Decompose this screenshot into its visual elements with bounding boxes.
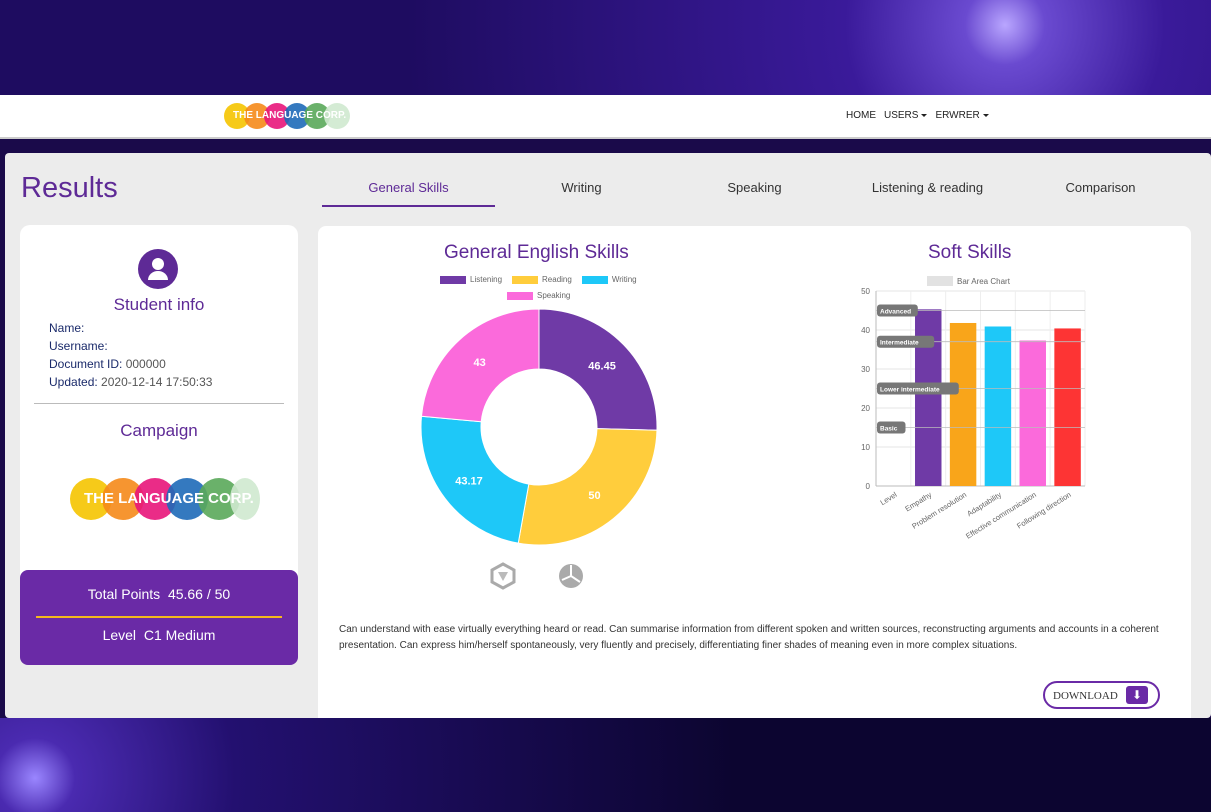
y-tick-label: 50 bbox=[861, 287, 870, 296]
level-badge bbox=[877, 421, 906, 434]
caret-down-icon bbox=[921, 113, 928, 117]
campaign-title: Campaign bbox=[120, 421, 198, 440]
y-tick-label: 30 bbox=[861, 365, 870, 374]
caret-down-icon bbox=[982, 113, 989, 117]
legend-swatch bbox=[927, 276, 953, 286]
legend-swatch bbox=[440, 275, 466, 284]
campaign-logo: THE LANGUAGE CORP. bbox=[70, 477, 260, 521]
donut-slice-writing[interactable] bbox=[420, 415, 530, 544]
x-tick-label: Empathy bbox=[903, 490, 933, 513]
y-tick-label: 20 bbox=[861, 404, 870, 413]
results-panel: General English Skills Listening Reading… bbox=[318, 226, 1191, 718]
docid-value: 000000 bbox=[125, 357, 166, 371]
view-3d-icon[interactable] bbox=[489, 562, 517, 590]
donut-data-label: 43 bbox=[474, 357, 486, 369]
bar-adaptability[interactable] bbox=[984, 326, 1012, 486]
name-label: Name: bbox=[49, 321, 85, 335]
download-icon: ⬇ bbox=[1126, 686, 1148, 704]
tab-bar: General Skills Writing Speaking Listenin… bbox=[322, 180, 1187, 207]
level-badge bbox=[877, 382, 959, 395]
level-label: Level bbox=[102, 627, 137, 643]
total-points-label: Total Points bbox=[87, 586, 161, 602]
brand-logo[interactable]: THE LANGUAGE CORP. bbox=[224, 102, 350, 130]
campaign-logo-text: THE LANGUAGE CORP. bbox=[84, 490, 254, 507]
nav-erwrer[interactable]: ERWRER bbox=[935, 110, 989, 121]
donut-legend: Listening Reading Writing bbox=[440, 275, 637, 284]
tab-comparison[interactable]: Comparison bbox=[1065, 180, 1136, 195]
download-label: DOWNLOAD bbox=[1053, 690, 1118, 702]
bar-legend: Bar Area Chart bbox=[927, 276, 1010, 286]
donut-slice-speaking[interactable] bbox=[420, 308, 540, 423]
total-points-value: 45.66 / 50 bbox=[167, 586, 231, 602]
donut-chart: 46.45 50 43.17 43 bbox=[420, 308, 658, 546]
donut-data-label: 43.17 bbox=[455, 475, 483, 487]
soft-skills-title: Soft Skills bbox=[928, 242, 1012, 263]
donut-slice-reading[interactable] bbox=[517, 428, 658, 546]
tab-speaking[interactable]: Speaking bbox=[727, 180, 782, 195]
page-title: Results bbox=[21, 172, 118, 204]
level-value: C1 Medium bbox=[143, 627, 216, 643]
donut-data-label: 46.45 bbox=[588, 361, 616, 373]
general-skills-title: General English Skills bbox=[444, 242, 629, 263]
bar-following-direction[interactable] bbox=[1054, 328, 1081, 486]
y-tick-label: 40 bbox=[861, 326, 870, 335]
username-label: Username: bbox=[49, 339, 108, 353]
total-points-card: Total Points 45.66 / 50 Level C1 Medium bbox=[20, 570, 298, 665]
level-badge bbox=[877, 304, 918, 317]
tab-general-skills[interactable]: General Skills bbox=[322, 180, 495, 207]
legend-swatch bbox=[581, 275, 608, 284]
updated-value: 2020-12-14 17:50:33 bbox=[101, 375, 213, 389]
docid-label: Document ID: bbox=[49, 357, 123, 371]
divider bbox=[34, 403, 284, 404]
nav-erwrer-label: ERWRER bbox=[935, 110, 980, 121]
legend-label[interactable]: Speaking bbox=[537, 291, 571, 300]
user-icon bbox=[138, 249, 178, 289]
logo-text: THE LANGUAGE CORP. bbox=[233, 110, 347, 121]
bar-effective-communication[interactable] bbox=[1019, 340, 1046, 486]
y-tick-label: 10 bbox=[861, 443, 870, 452]
student-details: Name: Username: Document ID: 000000 Upda… bbox=[49, 319, 212, 391]
legend-label[interactable]: Bar Area Chart bbox=[957, 276, 1010, 286]
y-tick-label: 0 bbox=[866, 482, 871, 491]
globe-icon[interactable] bbox=[557, 562, 585, 590]
tab-listening-reading[interactable]: Listening & reading bbox=[871, 180, 984, 195]
nav-home[interactable]: HOME bbox=[846, 110, 876, 121]
level-description: Can understand with ease virtually every… bbox=[339, 624, 1159, 651]
updated-label: Updated: bbox=[49, 375, 98, 389]
tab-writing[interactable]: Writing bbox=[561, 180, 602, 195]
navbar: THE LANGUAGE CORP. HOME USERS ERWRER bbox=[0, 95, 1211, 139]
header-background bbox=[0, 0, 1211, 95]
donut-slice-listening[interactable] bbox=[538, 308, 658, 431]
footer-background bbox=[0, 718, 1211, 812]
bar-problem-resolution[interactable] bbox=[949, 322, 977, 486]
donut-legend-row2: Speaking bbox=[507, 291, 570, 300]
nav-users[interactable]: USERS bbox=[884, 110, 928, 121]
donut-data-label: 50 bbox=[588, 490, 600, 502]
nav-users-label: USERS bbox=[884, 110, 919, 121]
legend-swatch bbox=[512, 275, 539, 284]
download-button[interactable]: DOWNLOAD ⬇ bbox=[1043, 681, 1160, 709]
legend-label[interactable]: Writing bbox=[611, 275, 637, 284]
x-tick-label: Level bbox=[878, 490, 898, 507]
student-info-title: Student info bbox=[113, 295, 205, 314]
legend-label[interactable]: Listening bbox=[470, 275, 503, 284]
divider bbox=[36, 616, 282, 618]
level-badge-label: Advanced bbox=[880, 309, 911, 316]
level-badge-label: Basic bbox=[880, 426, 898, 433]
legend-label[interactable]: Reading bbox=[542, 275, 572, 284]
level-badge bbox=[877, 335, 935, 348]
level-badge-label: Lower intermediate bbox=[880, 387, 940, 394]
legend-swatch bbox=[507, 291, 533, 300]
level-badge-label: Intermediate bbox=[880, 340, 919, 347]
